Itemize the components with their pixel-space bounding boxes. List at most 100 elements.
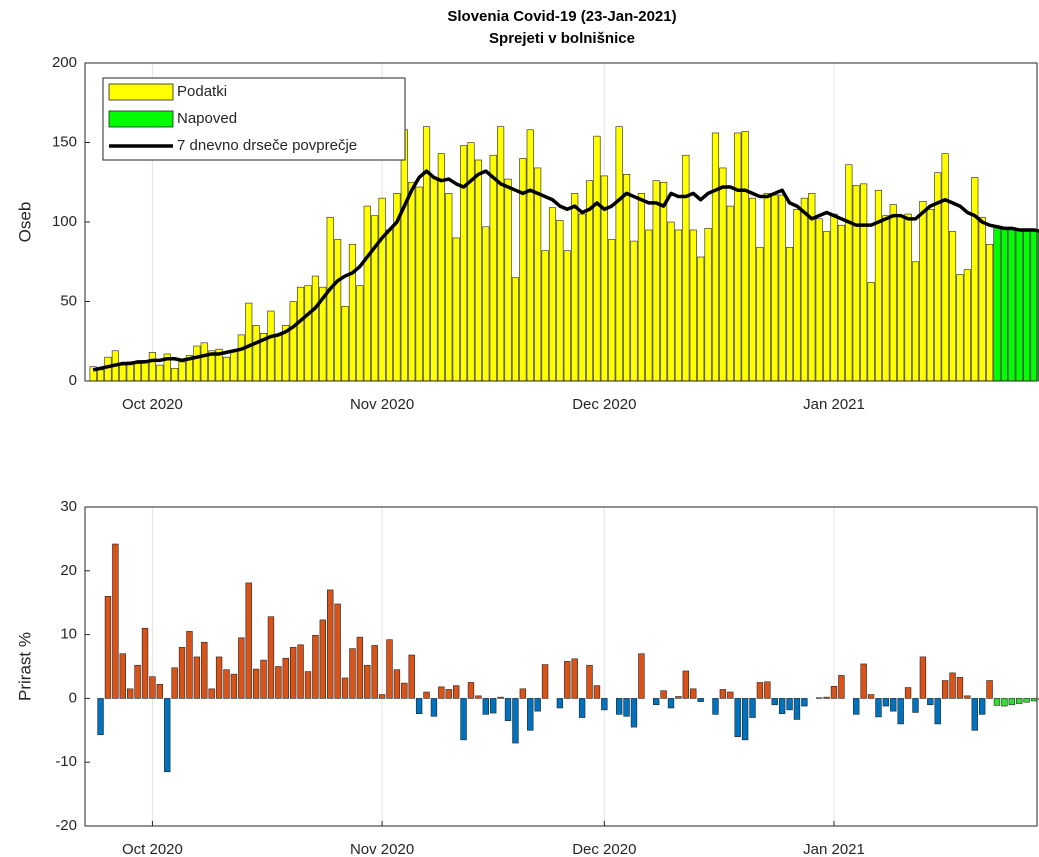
bar	[356, 636, 364, 699]
y-tick-label: 20	[60, 562, 77, 579]
bar	[327, 589, 334, 699]
bar	[860, 183, 868, 382]
bar	[119, 364, 127, 382]
legend-swatch	[108, 83, 174, 101]
bar	[748, 197, 757, 382]
bar	[245, 582, 252, 699]
bar	[586, 664, 593, 699]
bar	[548, 207, 557, 382]
x-tick-label: Jan 2021	[803, 396, 865, 413]
bar	[97, 698, 104, 736]
bar	[564, 661, 571, 699]
bar	[853, 698, 860, 715]
bar	[956, 274, 964, 382]
bar	[830, 213, 838, 382]
legend-label: 7 dnevno drseče povprečje	[177, 137, 357, 154]
bar	[489, 154, 497, 382]
bar	[652, 180, 660, 382]
bar	[741, 698, 749, 741]
bar	[193, 656, 201, 699]
bar	[719, 167, 727, 382]
bar	[222, 356, 231, 382]
bar	[667, 221, 675, 382]
bar	[512, 698, 519, 744]
bar	[630, 698, 638, 728]
bar	[334, 603, 341, 699]
bar	[719, 689, 727, 699]
bar	[949, 672, 956, 699]
bar	[178, 647, 186, 699]
bar	[408, 654, 415, 699]
bar	[890, 698, 897, 712]
bar	[763, 193, 771, 382]
bar	[712, 698, 719, 715]
bar	[615, 698, 623, 715]
bar	[711, 132, 720, 382]
chart-title: Slovenia Covid-19 (23-Jan-2021)	[447, 8, 676, 25]
bar	[815, 697, 823, 699]
bar	[341, 677, 349, 699]
bar	[667, 698, 675, 709]
bar	[482, 698, 489, 715]
bar	[556, 220, 564, 382]
bar	[911, 261, 920, 382]
bar	[778, 194, 786, 382]
bar	[941, 680, 949, 699]
bar	[156, 364, 164, 382]
bar	[430, 698, 438, 717]
bar	[571, 658, 578, 699]
bar	[1008, 228, 1016, 382]
bar	[986, 680, 993, 699]
bar	[682, 670, 690, 699]
bar	[378, 694, 386, 699]
bar	[497, 696, 504, 699]
bar	[156, 684, 164, 699]
bar	[897, 215, 905, 382]
bar	[304, 671, 312, 699]
bar	[845, 164, 853, 382]
bar	[756, 682, 764, 699]
bar	[149, 676, 156, 699]
bar	[793, 698, 801, 720]
bar	[838, 675, 845, 699]
bar	[208, 688, 215, 699]
bar	[919, 656, 927, 699]
bar	[897, 698, 904, 725]
bar	[578, 213, 586, 382]
bar	[474, 159, 482, 382]
bar	[200, 342, 208, 382]
bar	[400, 129, 408, 382]
bar	[927, 698, 934, 706]
bar	[104, 596, 112, 699]
bar	[875, 698, 882, 718]
bar	[112, 543, 119, 699]
bar	[904, 687, 912, 699]
bar	[238, 637, 245, 699]
bar	[348, 243, 357, 382]
legend-label: Podatki	[177, 83, 227, 100]
bar	[867, 694, 875, 699]
bar	[986, 243, 994, 382]
x-tick-label: Oct 2020	[122, 396, 183, 413]
bar	[274, 334, 282, 382]
bar	[1008, 698, 1016, 706]
bar	[267, 616, 275, 699]
bar	[104, 356, 112, 382]
bar	[452, 685, 460, 699]
bar	[623, 698, 630, 717]
bar	[408, 181, 416, 382]
bar	[660, 690, 667, 699]
line	[92, 169, 1039, 372]
bar	[141, 627, 149, 699]
y-tick-label: -10	[55, 753, 77, 770]
bar	[978, 216, 986, 382]
bar	[660, 181, 668, 382]
bar	[415, 698, 423, 715]
bar	[482, 226, 490, 382]
x-tick-label: Dec 2020	[572, 396, 636, 413]
bar	[727, 691, 734, 699]
bar	[526, 129, 534, 382]
bar	[800, 197, 808, 382]
legend-swatch	[108, 110, 174, 128]
bar	[534, 698, 541, 712]
